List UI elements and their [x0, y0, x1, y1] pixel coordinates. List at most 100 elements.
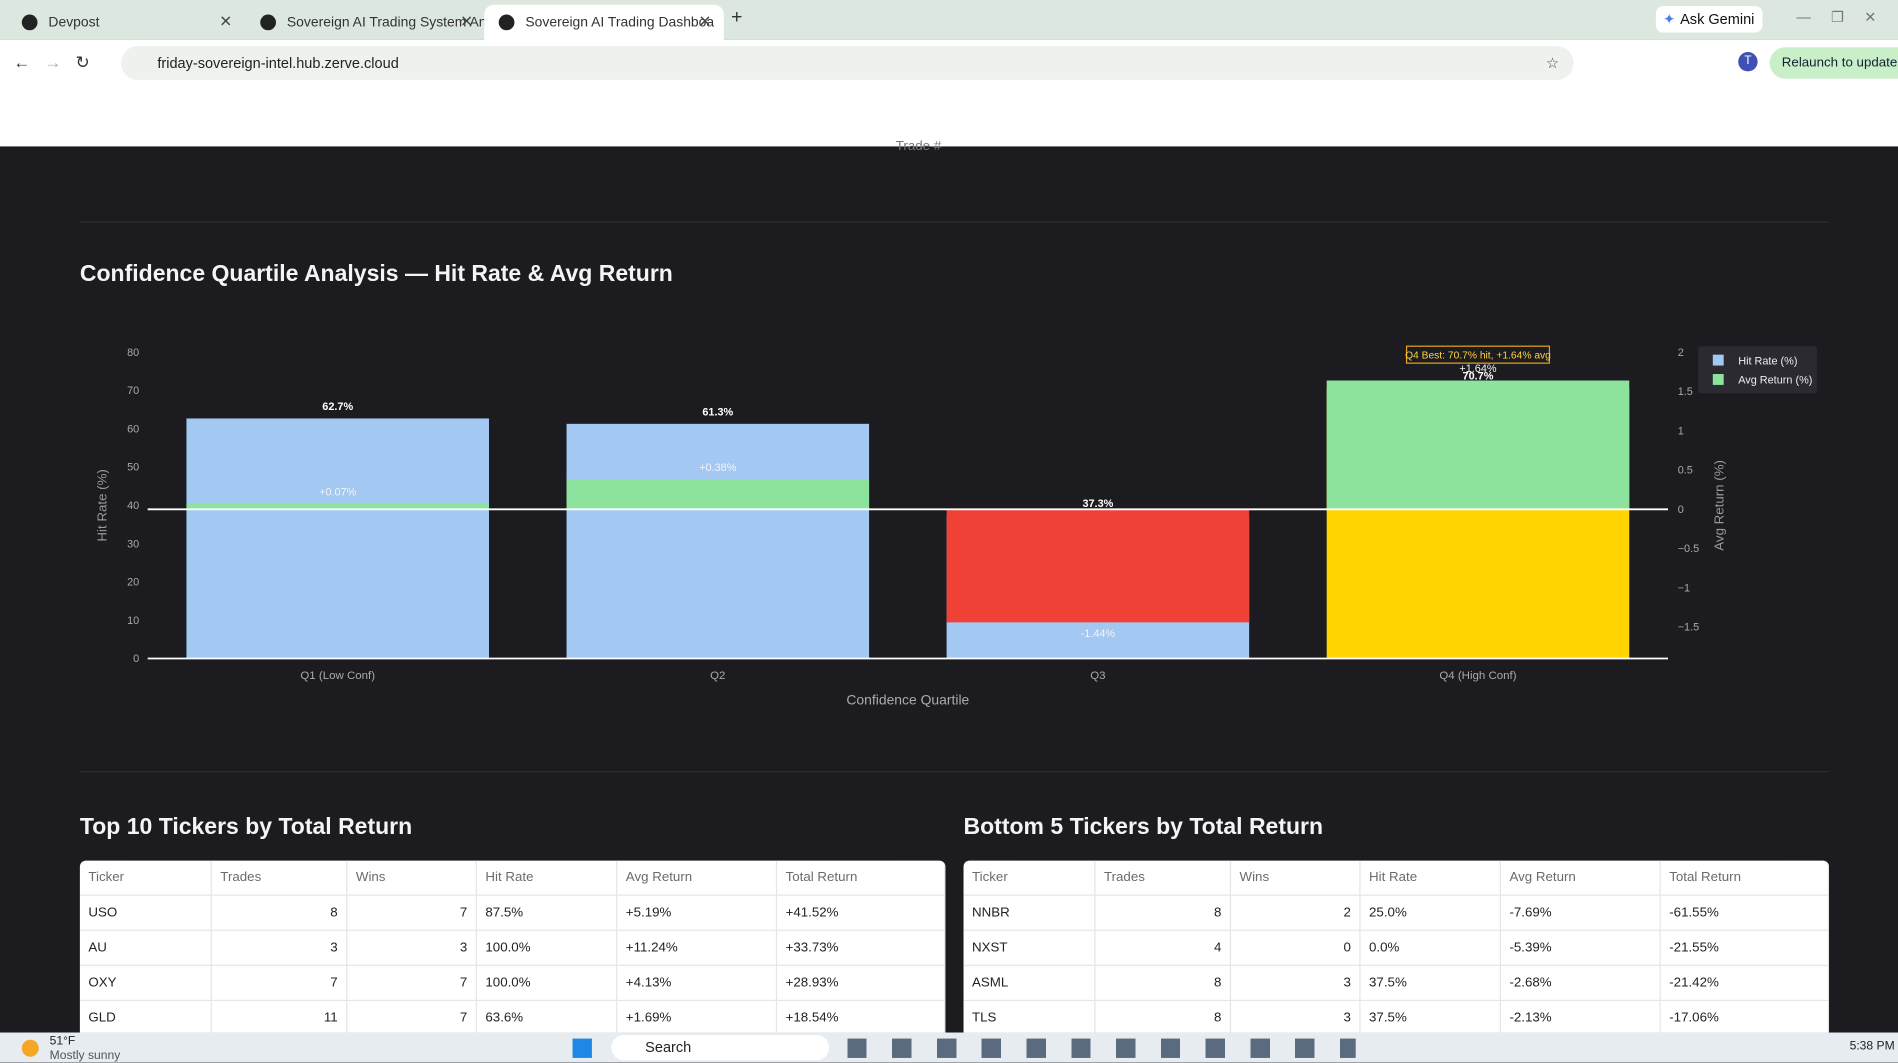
legend-box: [1698, 346, 1817, 394]
table-cell: -2.68%: [1500, 965, 1661, 1002]
header-row: Ticker Trades Wins Hit Rate Avg Return Total …: [79, 860, 946, 896]
search-box[interactable]: Search: [611, 1034, 830, 1061]
y2-tick-label: 1: [1678, 425, 1684, 437]
table-cell: 0.0%: [1359, 930, 1501, 966]
y-tick-label: 20: [127, 577, 139, 589]
column-header: Total Return: [776, 860, 946, 896]
y2-tick-label: −0.5: [1678, 543, 1699, 555]
start-button[interactable]: [572, 1038, 592, 1058]
chart-title: Confidence Quartile Analysis — Hit Rate …: [79, 261, 673, 287]
y-tick-label: 0: [133, 653, 139, 665]
bar: [946, 509, 1250, 623]
table-cell: 7: [211, 965, 348, 1002]
table-row: TLS 8 3 37.5% -2.13% -17.06%: [963, 1000, 1830, 1033]
table-row: AU 3 3 100.0% +11.24% +33.73%: [79, 930, 946, 966]
column-header: Ticker: [963, 860, 1096, 896]
column-header: Trades: [211, 860, 348, 896]
bar: [1326, 380, 1630, 510]
x-tick-label: Q2: [710, 670, 725, 682]
legend-entry: Hit Rate (%): [1738, 355, 1797, 367]
y2-tick-label: −1: [1678, 582, 1690, 594]
bar: [186, 503, 489, 510]
table-cell: 0: [1230, 930, 1361, 966]
column-header: Ticker: [79, 860, 212, 896]
tab[interactable]: Sovereign AI Trading System An ✕: [246, 5, 485, 40]
table-cell: +28.93%: [776, 965, 946, 1002]
header-row: Ticker Trades Wins Hit Rate Avg Return Total …: [963, 860, 1830, 896]
profile[interactable]: T: [1738, 52, 1758, 72]
relaunch-button[interactable]: Relaunch to update: [1769, 47, 1898, 79]
table-cell: -21.55%: [1660, 930, 1830, 966]
table-container: Ticker Trades Wins Hit Rate Avg Return Total …: [963, 860, 1830, 1033]
data-table: Ticker Trades Wins Hit Rate Avg Return Total …: [79, 860, 946, 1033]
table-cell: 25.0%: [1359, 895, 1501, 931]
value-label: +0.07%: [319, 486, 357, 498]
table-cell: +4.13%: [616, 965, 778, 1002]
bar: [186, 418, 489, 659]
table-cell: +18.54%: [776, 1000, 946, 1033]
table-cell: -21.42%: [1660, 965, 1830, 1002]
table-cell: 8: [1094, 965, 1232, 1002]
table-cell: +11.24%: [616, 930, 778, 966]
clock: 5:38 PM: [1849, 1039, 1895, 1054]
x-tick-label: Q4 (High Conf): [1439, 670, 1516, 682]
y2-tick-label: −1.5: [1678, 622, 1699, 634]
table-cell: OXY: [79, 965, 212, 1002]
nav-buttons[interactable]: ← → ↻: [13, 52, 90, 72]
tab[interactable]: Sovereign AI Trading Dashboa ✕: [484, 4, 724, 40]
chart: 0 10 20 30 40 50 60 70 80 −1.5 −1 −0.5 0 0.5 1 1.5 2 Hit …: [95, 345, 1817, 707]
column-header: Total Return: [1660, 860, 1830, 896]
column-header: Trades: [1094, 860, 1232, 896]
bar: [566, 479, 870, 510]
table-row: NXST 4 0 0.0% -5.39% -21.55%: [963, 930, 1830, 966]
value-label: -1.44%: [1081, 628, 1116, 640]
data-table: Ticker Trades Wins Hit Rate Avg Return Total …: [963, 860, 1830, 1033]
table-container: Ticker Trades Wins Hit Rate Avg Return Total …: [79, 860, 946, 1033]
new-tab[interactable]: +: [731, 7, 743, 28]
annotation-box: [1405, 345, 1550, 364]
ask-gemini[interactable]: ✦ Ask Gemini: [1655, 6, 1763, 33]
table-cell: -61.55%: [1660, 895, 1830, 931]
y-tick-label: 70: [127, 385, 139, 397]
tab[interactable]: Devpost ✕: [7, 5, 244, 40]
table-row: USO 8 7 87.5% +5.19% +41.52%: [79, 895, 946, 931]
ask-label: Ask Gemini: [1680, 10, 1755, 28]
table-cell: 100.0%: [476, 930, 618, 966]
y2-tick-label: 0.5: [1678, 465, 1693, 477]
column-header: Wins: [1230, 860, 1361, 896]
table-cell: GLD: [79, 1000, 212, 1033]
table-cell: 7: [346, 895, 477, 931]
table-title: Top 10 Tickers by Total Return: [79, 814, 413, 841]
divider: [79, 771, 1830, 773]
taskbar-apps[interactable]: [847, 1038, 1356, 1058]
table-cell: NNBR: [963, 895, 1096, 931]
table-cell: 4: [1094, 930, 1232, 966]
table-cell: 87.5%: [476, 895, 618, 931]
column-header: Avg Return: [1500, 860, 1661, 896]
weather-note: Mostly sunny: [49, 1049, 121, 1063]
table-title: Bottom 5 Tickers by Total Return: [963, 814, 1324, 841]
table-cell: 3: [346, 930, 477, 966]
table-cell: +5.19%: [616, 895, 778, 931]
column-header: Hit Rate: [476, 860, 618, 896]
table-cell: NXST: [963, 930, 1096, 966]
value-label: +0.38%: [699, 462, 737, 474]
omnibox[interactable]: friday-sovereign-intel.hub.zerve.cloud ☆: [121, 45, 1574, 80]
url: friday-sovereign-intel.hub.zerve.cloud: [157, 54, 399, 72]
x-tick-label: Q1 (Low Conf): [300, 670, 375, 682]
table-cell: 3: [1230, 965, 1361, 1002]
column-header: Wins: [346, 860, 477, 896]
bar: [566, 423, 870, 659]
x-tick-label: Q3: [1090, 670, 1105, 682]
y-tick-label: 80: [127, 347, 139, 359]
legend-swatch: [1712, 354, 1724, 366]
y-tick-label: 60: [127, 423, 139, 435]
table-cell: USO: [79, 895, 212, 931]
window-controls[interactable]: — ❐ ✕: [1796, 8, 1877, 26]
table-cell: 37.5%: [1359, 1000, 1501, 1033]
tab-title: Sovereign AI Trading Dashboa: [525, 15, 715, 30]
table-row: OXY 7 7 100.0% +4.13% +28.93%: [79, 965, 946, 1002]
y2-tick-label: 2: [1678, 347, 1684, 359]
table-cell: 63.6%: [476, 1000, 618, 1033]
